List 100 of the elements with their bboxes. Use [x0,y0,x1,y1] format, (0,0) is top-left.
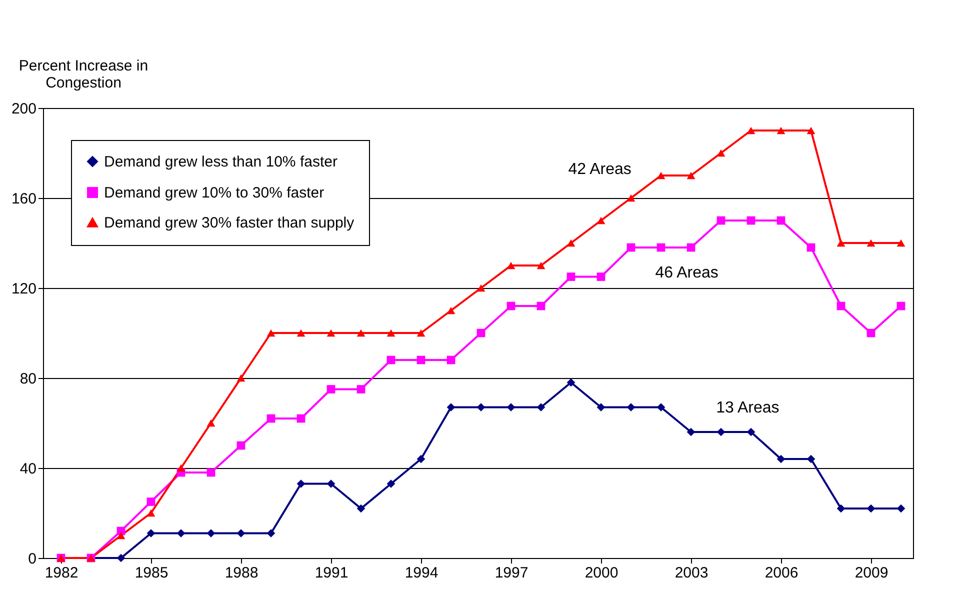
point [176,529,186,538]
point [746,126,756,134]
point [296,414,306,423]
point [596,272,606,281]
point [296,329,306,337]
point [896,504,906,513]
x-tick-label: 1991 [314,564,348,582]
point [866,239,876,247]
point [626,403,636,412]
annotation: 46 Areas [655,264,718,282]
point [506,262,516,270]
y-axis-title: Percent Increase in Congestion [18,58,148,92]
point [776,454,786,464]
point [686,428,696,436]
point [806,126,816,134]
point [596,403,606,412]
point [416,356,426,364]
point [896,239,906,247]
x-tick-label: 1997 [494,564,528,582]
x-tick-label: 1988 [224,564,258,582]
point [836,239,846,247]
point [866,504,876,513]
point [566,272,576,281]
y-tick-label: 0 [28,550,36,568]
point [326,385,336,394]
x-tick-label: 1985 [134,564,168,582]
point [476,403,486,412]
legend-label: Demand grew 10% to 30% faster [104,184,324,202]
point [116,532,126,540]
x-tick-label: 2006 [764,564,798,582]
point [146,529,156,538]
point [566,378,576,387]
point [386,329,396,337]
x-tick-label: 2000 [584,564,618,582]
point [386,356,396,364]
point [536,403,546,412]
point [626,243,636,252]
point [116,554,126,562]
point [536,302,546,310]
point [476,328,486,338]
point [776,216,786,225]
annotation: 42 Areas [568,160,632,178]
y-tick-label: 160 [11,190,36,208]
point [266,414,276,423]
point [476,284,486,292]
y-tick-label: 80 [20,370,36,388]
point [686,172,696,180]
point [206,468,216,477]
point [386,480,396,488]
point [356,385,366,394]
point [146,509,156,517]
x-tick-label: 2003 [674,564,708,582]
y-tick-label: 120 [11,280,36,298]
point [446,403,456,412]
point [536,262,546,270]
point [356,504,366,513]
point [656,243,666,252]
legend-label: Demand grew less than 10% faster [104,154,338,170]
x-tick-label: 1994 [404,564,438,582]
point [206,419,216,427]
point [266,529,276,538]
x-tick-label: 1982 [44,564,78,582]
point [656,403,666,412]
point [326,329,336,337]
y-tick-label: 200 [11,100,36,118]
point [506,403,516,412]
point [746,216,756,225]
point [356,329,366,337]
point [806,454,816,464]
point [626,194,636,202]
point [146,498,156,506]
point [836,504,846,513]
point [836,302,846,310]
point [716,149,726,157]
point [716,428,726,436]
point [596,216,606,224]
point [776,126,786,134]
point [506,302,516,310]
point [866,328,876,338]
point [326,480,336,488]
point [446,306,456,314]
point [716,216,726,225]
point [416,454,426,464]
point [656,172,666,180]
point [446,356,456,364]
point [806,243,816,252]
point [896,302,906,310]
point [746,428,756,436]
point [416,329,426,337]
x-tick-label: 2009 [854,564,888,582]
point [296,480,306,488]
annotation: 13 Areas [716,399,780,416]
point [236,374,246,382]
point [206,529,216,538]
point [686,243,696,252]
point [176,464,186,472]
point [266,329,276,337]
legend-label: Demand grew 30% faster than supply [104,214,355,232]
point [566,239,576,247]
y-tick-label: 40 [20,460,36,478]
